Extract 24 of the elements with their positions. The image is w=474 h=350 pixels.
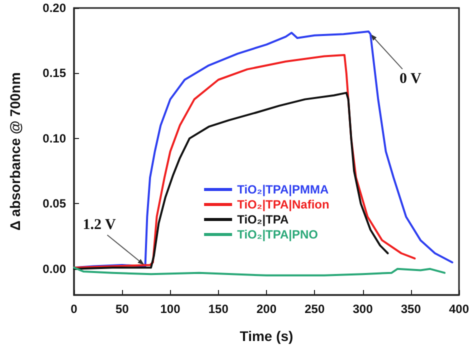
legend-label: TiO₂|TPA|PNO — [237, 228, 318, 242]
legend-label: TiO₂|TPA — [237, 212, 289, 226]
x-axis-title: Time (s) — [240, 328, 294, 344]
x-tick-label: 350 — [400, 302, 422, 316]
line-series — [73, 92, 389, 270]
x-tick-label: 300 — [352, 302, 374, 316]
x-tick-label: 400 — [448, 302, 470, 316]
legend-label: TiO₂|TPA|Nafion — [237, 198, 330, 212]
y-tick-label: 0.15 — [42, 66, 66, 80]
annotation: 1.2 V — [82, 216, 116, 233]
y-tick-label: 0.05 — [42, 196, 66, 211]
x-tick-label: 0 — [70, 302, 78, 316]
line-series — [73, 266, 446, 276]
annotation: 0 V — [400, 71, 422, 88]
y-tick-label: 0.00 — [42, 262, 66, 276]
x-tick-label: 200 — [256, 302, 277, 316]
y-tick-label: 0.20 — [42, 1, 66, 15]
x-tick-label: 50 — [115, 302, 130, 316]
y-axis-title: Δ absorbance @ 700nm — [7, 72, 23, 231]
legend-label: TiO₂|TPA|PMMA — [237, 182, 330, 196]
x-tick-label: 100 — [160, 302, 181, 316]
x-tick-label: 150 — [208, 302, 229, 316]
y-tick-label: 0.10 — [42, 131, 66, 146]
x-tick-label: 250 — [304, 302, 325, 316]
